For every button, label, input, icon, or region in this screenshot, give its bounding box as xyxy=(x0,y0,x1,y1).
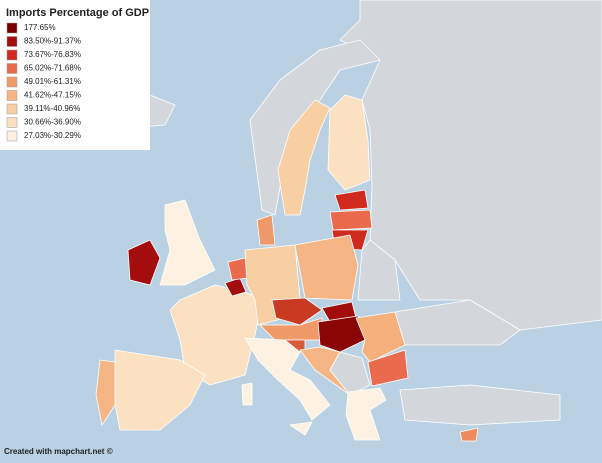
legend-label: 27.03%-30.29% xyxy=(24,131,81,140)
greece xyxy=(345,387,387,441)
portugal xyxy=(95,359,116,426)
czechia xyxy=(271,297,323,326)
poland xyxy=(294,234,359,301)
legend-swatch xyxy=(6,130,18,142)
denmark xyxy=(256,214,276,246)
legend-swatch xyxy=(6,49,18,61)
ireland xyxy=(127,239,161,286)
cyprus xyxy=(459,427,479,442)
legend-label: 65.02%-71.68% xyxy=(24,64,81,73)
spain xyxy=(114,349,206,431)
map-title: Imports Percentage of GDP xyxy=(6,7,149,19)
sweden xyxy=(277,99,331,216)
finland xyxy=(327,94,371,191)
united-kingdom xyxy=(159,199,216,286)
bulgaria xyxy=(367,349,409,387)
balkans xyxy=(329,351,371,396)
legend-label: 177.65% xyxy=(24,23,56,32)
hungary xyxy=(317,315,366,353)
legend-label: 49.01%-61.31% xyxy=(24,77,81,86)
sicily xyxy=(289,421,313,436)
estonia xyxy=(334,189,369,211)
legend-label: 73.67%-76.83% xyxy=(24,50,81,59)
legend-swatch xyxy=(6,90,18,101)
latvia xyxy=(329,209,373,231)
legend: 177.65% 83.50%-91.37% 73.67%-76.83% 65.02%-… xyxy=(6,22,81,142)
legend-swatch xyxy=(6,63,18,74)
legend-swatch xyxy=(6,22,18,34)
legend-label: 41.62%-47.15% xyxy=(24,91,81,100)
legend-label: 83.50%-91.37% xyxy=(24,37,81,46)
legend-swatch xyxy=(6,76,18,88)
legend-label: 39.11%-40.96% xyxy=(24,104,80,113)
legend-swatch xyxy=(6,117,18,128)
sardinia xyxy=(241,382,253,406)
belarus xyxy=(357,239,401,301)
legend-swatch xyxy=(6,103,18,115)
credit: Created with mapchart.net © xyxy=(4,447,113,456)
italy xyxy=(244,337,331,421)
legend-swatch xyxy=(6,36,18,47)
turkey xyxy=(399,384,561,426)
netherlands xyxy=(227,257,249,281)
legend-box xyxy=(0,0,150,150)
legend-label: 30.66%-36.90% xyxy=(24,118,81,127)
